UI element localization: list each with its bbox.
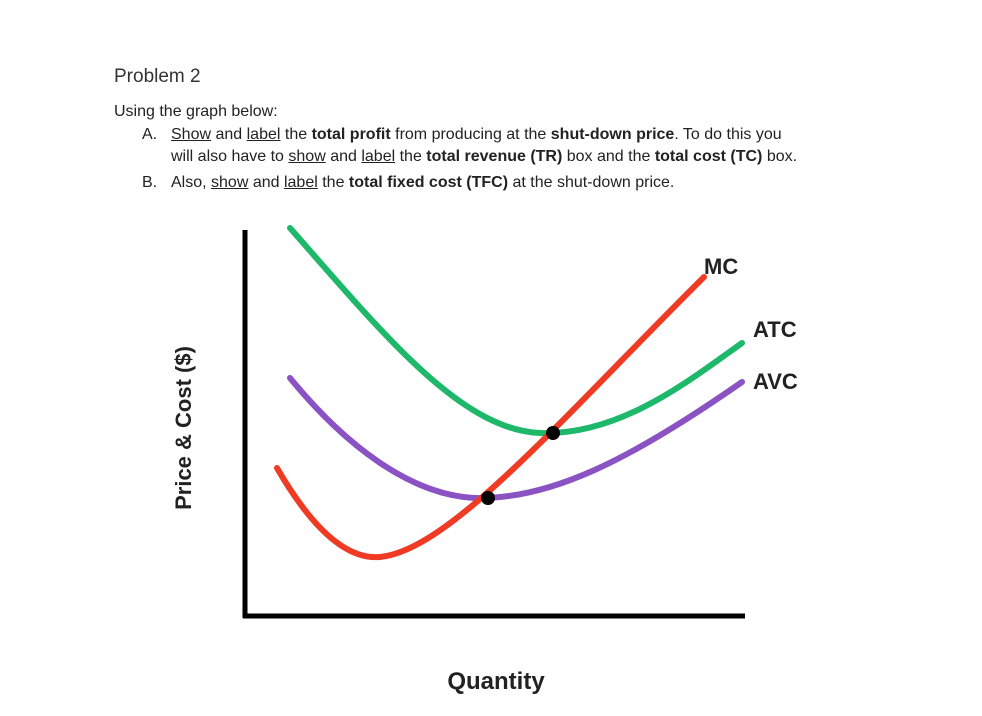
bold-phrase: shut-down price [550,126,675,143]
mc-atc-intersection-point [546,426,560,440]
atc-curve [287,225,745,437]
text-segment: and [248,174,284,191]
text-segment: at the shut-down price. [508,174,675,191]
instruction-a-line-2: will also have to show and label the tot… [171,146,891,168]
instruction-a-marker: A. [142,126,158,143]
text-segment: and [211,126,247,143]
underlined-word: show [288,148,326,165]
bold-phrase: total profit [311,126,391,143]
underlined-word: label [361,148,396,165]
avc-label: AVC [753,369,798,394]
text-segment: box. [762,148,798,165]
text-segment: Also, [171,174,212,191]
underlined-word: label [283,174,318,191]
text-segment: box and the [562,148,655,165]
mc-curve [274,274,707,561]
bold-phrase: total fixed cost (TFC) [348,174,509,191]
mc-label: MC [704,254,738,279]
text-segment: from producing at the [390,126,551,143]
avc-curve [287,375,745,502]
intro-text: Using the graph below: [114,103,278,120]
instruction-b-marker: B. [142,174,158,191]
bold-phrase: total cost (TC) [654,148,763,165]
y-axis-label: Price & Cost ($) [171,346,196,510]
text-segment: will also have to [171,148,289,165]
text-segment: the [317,174,349,191]
text-segment: and [325,148,362,165]
underlined-word: show [211,174,249,191]
x-axis-label: Quantity [447,668,545,695]
mc-avc-intersection-point [481,491,495,505]
instruction-a-line-1: Show and label the total profit from pro… [171,124,891,146]
underlined-word: Show [171,126,212,143]
atc-label: ATC [753,317,797,342]
underlined-word: label [246,126,281,143]
text-segment: the [395,148,427,165]
instruction-b-line-1: Also, show and label the total fixed cos… [171,172,891,194]
bold-phrase: total revenue (TR) [426,148,563,165]
text-segment: the [280,126,312,143]
problem-title: Problem 2 [114,66,201,87]
text-segment: . To do this you [674,126,782,143]
